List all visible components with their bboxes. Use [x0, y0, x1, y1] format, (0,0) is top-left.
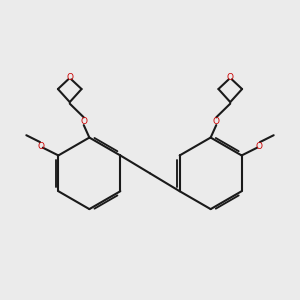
Text: O: O — [213, 117, 220, 126]
Text: O: O — [80, 117, 87, 126]
Text: O: O — [227, 73, 234, 82]
Text: O: O — [66, 73, 73, 82]
Text: O: O — [38, 142, 45, 151]
Text: O: O — [255, 142, 262, 151]
